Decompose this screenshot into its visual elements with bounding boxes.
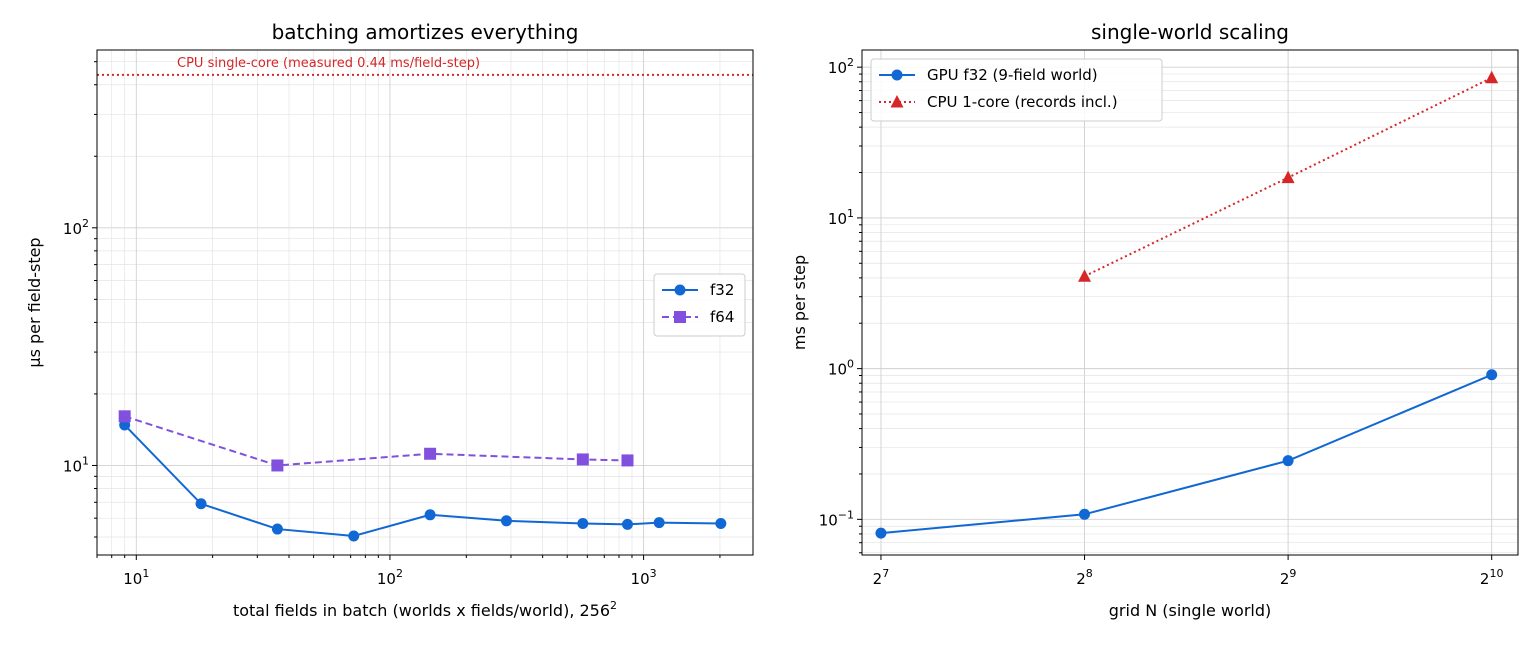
y-tick-label: 100 xyxy=(828,358,854,379)
chart-title: batching amortizes everything xyxy=(272,20,579,44)
data-point xyxy=(576,453,589,466)
y-tick-label: 102 xyxy=(63,217,89,238)
series-line-f64 xyxy=(124,415,628,467)
legend-swatch-marker xyxy=(674,284,686,296)
data-point xyxy=(271,523,283,535)
chart-title: single-world scaling xyxy=(1091,20,1289,44)
data-point xyxy=(1079,508,1091,520)
data-point xyxy=(1078,269,1092,282)
x-tick-label: 101 xyxy=(123,567,149,588)
legend-box xyxy=(870,58,1163,122)
legend-label: f32 xyxy=(710,281,734,299)
legend-label: f64 xyxy=(710,308,734,326)
data-point xyxy=(195,498,207,510)
data-point xyxy=(348,530,360,542)
data-point xyxy=(424,509,436,521)
x-tick-label: 27 xyxy=(873,567,890,588)
data-point xyxy=(875,527,887,539)
y-axis-label: ms per step xyxy=(790,255,809,350)
chart-panel-2: 10−1 100 101 102 single-world scaling grid N … xyxy=(790,20,1519,620)
legend: f32 f64 xyxy=(653,273,746,337)
cpu-reference-label: CPU single-core (measured 0.44 ms/field-… xyxy=(177,56,480,71)
x-tick-label: 210 xyxy=(1480,567,1504,588)
data-point xyxy=(621,518,633,530)
legend: GPU f32 (9-field world) CPU 1-core (recor… xyxy=(870,58,1163,122)
chart-panel-1: 101 102 CPU single-core (measured 0.44 ms/… xyxy=(25,20,754,620)
data-point xyxy=(715,517,727,529)
legend-swatch-marker xyxy=(674,311,686,323)
plot-frame xyxy=(861,49,1519,556)
legend-swatch-marker xyxy=(891,69,903,81)
data-point xyxy=(1281,170,1295,184)
x-tick-label: 102 xyxy=(377,567,403,588)
data-point xyxy=(1485,70,1499,84)
x-tick-label: 28 xyxy=(1076,567,1093,588)
data-point xyxy=(653,517,665,529)
series-line-gpu xyxy=(880,373,1493,535)
x-tick-label: 103 xyxy=(631,567,657,588)
y-tick-label: 102 xyxy=(828,56,854,77)
x-tick-label: 29 xyxy=(1280,567,1297,588)
data-point xyxy=(500,515,512,527)
series-line-f32 xyxy=(123,424,721,537)
y-tick-label: 10−1 xyxy=(819,508,854,529)
y-tick-label: 101 xyxy=(63,454,89,475)
y-tick-label: 101 xyxy=(828,207,854,228)
y-axis-label: µs per field-step xyxy=(25,237,44,367)
legend-label: GPU f32 (9-field world) xyxy=(927,66,1098,84)
x-axis-label: grid N (single world) xyxy=(1109,601,1271,620)
data-point xyxy=(1282,455,1294,467)
data-point xyxy=(118,410,131,423)
data-point xyxy=(271,459,284,472)
x-axis-label: total fields in batch (worlds x fields/w… xyxy=(233,599,617,620)
legend-swatch-marker xyxy=(890,95,904,108)
data-point xyxy=(621,454,634,467)
legend-label: CPU 1-core (records incl.) xyxy=(927,93,1118,111)
data-point xyxy=(1486,369,1498,381)
data-point xyxy=(424,447,437,460)
data-point xyxy=(577,517,589,529)
plot-frame xyxy=(96,49,754,556)
